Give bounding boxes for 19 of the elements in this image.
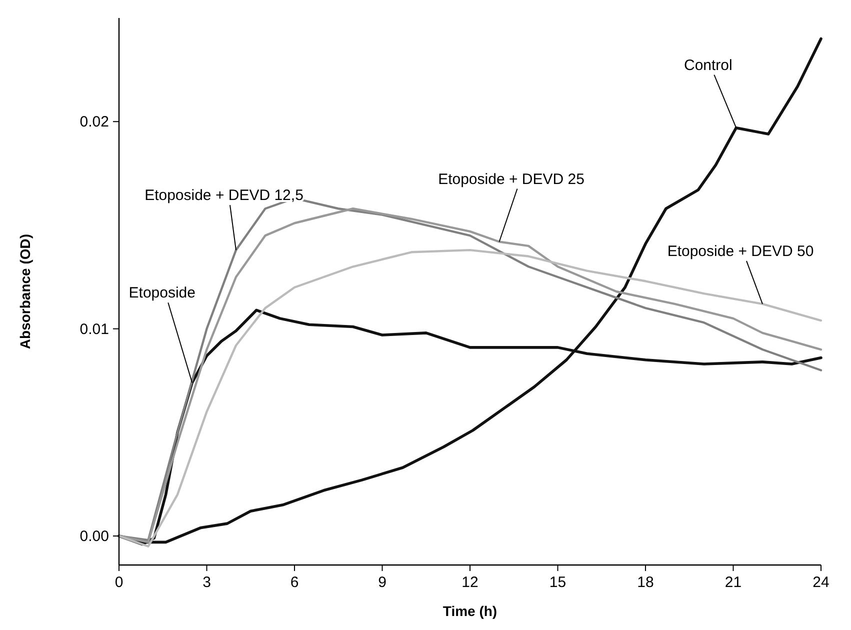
x-tick-label: 24 bbox=[812, 574, 830, 591]
x-tick-label: 15 bbox=[549, 574, 566, 591]
x-axis-title: Time (h) bbox=[442, 603, 498, 619]
y-axis-title: Absorbance (OD) bbox=[17, 234, 33, 350]
y-tick-label: 0.02 bbox=[80, 114, 109, 131]
x-tick-label: 3 bbox=[202, 574, 211, 591]
annotation: Etoposide + DEVD 25 bbox=[438, 170, 584, 188]
annotation: Control bbox=[684, 56, 732, 74]
x-tick-label: 12 bbox=[462, 574, 478, 591]
x-tick-label: 18 bbox=[637, 574, 654, 591]
x-tick-label: 0 bbox=[114, 574, 124, 591]
x-tick-label: 6 bbox=[290, 574, 299, 591]
x-tick-label: 9 bbox=[378, 574, 386, 591]
y-tick-label: 0.01 bbox=[80, 320, 109, 338]
x-tick-label: 21 bbox=[724, 574, 742, 591]
annotation: Etoposide bbox=[128, 284, 196, 302]
y-tick-label: 0.00 bbox=[80, 528, 109, 545]
annotation: Etoposide + DEVD 50 bbox=[667, 242, 814, 260]
annotation: Etoposide + DEVD 12,5 bbox=[144, 187, 304, 204]
